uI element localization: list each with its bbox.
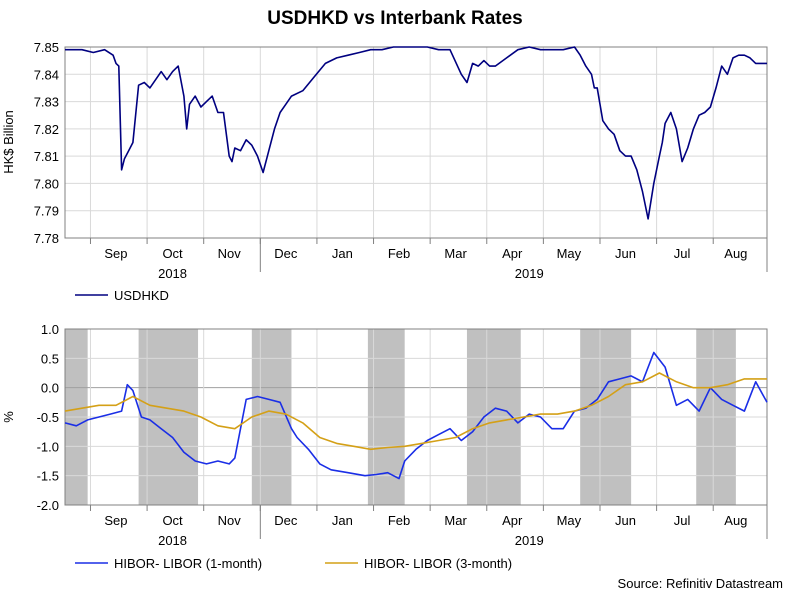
x-tick-label-month: Jun [615, 246, 636, 261]
hibor-1m-line [64, 351, 768, 480]
bottom-plot-frame [64, 328, 768, 506]
x-tick-label-month: Apr [502, 513, 523, 528]
y-tick-label: 7.79 [34, 204, 59, 219]
x-tick-label-month: Mar [444, 513, 467, 528]
x-tick-label-month: Jul [674, 246, 691, 261]
x-tick-label-month: Aug [724, 246, 747, 261]
x-tick-label-month: Jan [332, 513, 353, 528]
x-tick-label-month: Sep [104, 246, 127, 261]
y-tick-label: 7.82 [34, 122, 59, 137]
hibor-3m-line [64, 372, 767, 451]
x-tick-label-month: Oct [162, 513, 183, 528]
legend-hibor-1m-label: HIBOR- LIBOR (1-month) [114, 556, 262, 571]
bottom-x-axis-ticks: Sep Oct Nov Dec Jan Feb Mar Apr May Jun Jul Aug 2018… [89, 505, 768, 548]
x-tick-label-month: Dec [274, 513, 298, 528]
y-tick-label: -1.0 [37, 439, 59, 454]
x-tick-label-month: Jan [332, 246, 353, 261]
source-note: Source: Refinitiv Datastream [618, 576, 783, 591]
y-tick-label: 7.83 [34, 95, 59, 110]
x-tick-label-month: Mar [444, 246, 467, 261]
legend-hibor-3m: HIBOR- LIBOR (3-month) [325, 556, 512, 571]
x-tick-label-month: Nov [218, 513, 242, 528]
x-tick-label-month: Sep [104, 513, 127, 528]
y-tick-label: -1.5 [37, 469, 59, 484]
y-tick-label: 1.0 [41, 322, 59, 337]
usdhkd-chart: 7.85 7.84 7.83 7.82 7.81 7.80 7.79 7.78 Sep Oct N… [1, 40, 768, 303]
y-tick-label: 7.80 [34, 176, 59, 191]
x-tick-label-year: 2019 [515, 533, 544, 548]
legend-usdhkd: USDHKD [75, 288, 169, 303]
legend-usdhkd-label: USDHKD [114, 288, 169, 303]
x-tick-label-month: Jun [615, 513, 636, 528]
interbank-rates-chart: 1.0 0.5 0.0 -0.5 -1.0 -1.5 -2.0 Sep Oct Nov Dec Ja… [1, 322, 768, 571]
top-y-axis-label: HK$ Billion [1, 110, 16, 174]
y-tick-label: 0.5 [41, 351, 59, 366]
chart-title: USDHKD vs Interbank Rates [267, 8, 523, 29]
x-tick-label-month: Apr [502, 246, 523, 261]
y-tick-label: -2.0 [37, 498, 59, 513]
y-tick-label: 7.84 [34, 67, 59, 82]
x-tick-label-year: 2019 [515, 266, 544, 281]
x-tick-label-month: Jul [674, 513, 691, 528]
x-tick-label-month: May [557, 513, 582, 528]
bottom-y-axis-ticks: 1.0 0.5 0.0 -0.5 -1.0 -1.5 -2.0 [37, 322, 59, 513]
x-tick-label-month: Dec [274, 246, 298, 261]
x-tick-label-month: May [557, 246, 582, 261]
x-tick-label-year: 2018 [158, 266, 187, 281]
y-tick-label: 7.85 [34, 40, 59, 55]
legend-hibor-1m: HIBOR- LIBOR (1-month) [75, 556, 262, 571]
top-y-axis-ticks: 7.85 7.84 7.83 7.82 7.81 7.80 7.79 7.78 [34, 40, 59, 246]
y-tick-label: -0.5 [37, 410, 59, 425]
top-gridlines [65, 46, 767, 239]
y-tick-label: 7.78 [34, 231, 59, 246]
x-tick-label-month: Feb [388, 246, 410, 261]
x-tick-label-month: Aug [724, 513, 747, 528]
y-tick-label: 7.81 [34, 149, 59, 164]
x-tick-label-year: 2018 [158, 533, 187, 548]
bottom-y-axis-label: % [1, 411, 16, 423]
legend-hibor-3m-label: HIBOR- LIBOR (3-month) [364, 556, 512, 571]
usdhkd-line [65, 46, 767, 220]
x-tick-label-month: Nov [218, 246, 242, 261]
top-x-axis-ticks: Sep Oct Nov Dec Jan Feb Mar Apr May Jun Jul Aug 2018… [89, 238, 768, 281]
y-tick-label: 0.0 [41, 381, 59, 396]
x-tick-label-month: Feb [388, 513, 410, 528]
x-tick-label-month: Oct [162, 246, 183, 261]
